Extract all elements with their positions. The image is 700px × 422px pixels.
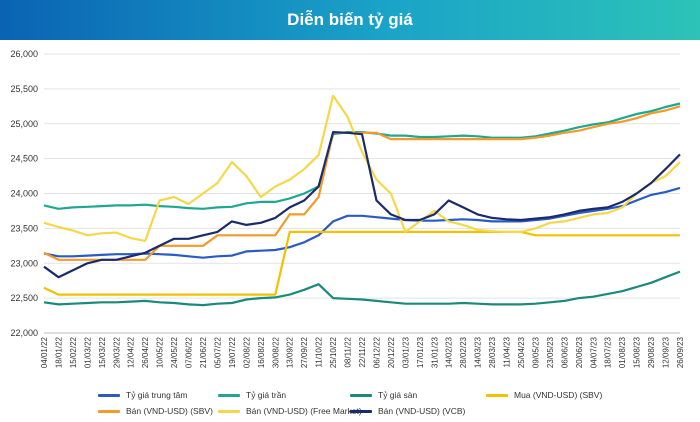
x-tick-label: 27/09/22 [300,336,309,368]
legend-item: Bán (VND-USD) (VCB) [350,406,465,416]
legend-swatch [486,393,508,397]
chart-title: Diễn biến tỷ giá [287,10,413,29]
x-tick-label: 02/08/22 [242,336,251,368]
legend-label: Tỷ giá trung tâm [126,390,188,400]
legend-label: Bán (VND-USD) (VCB) [378,406,466,416]
x-tick-label: 09/05/23 [531,336,540,368]
x-tick-label: 23/05/23 [546,336,555,368]
x-tick-label: 17/01/23 [416,336,425,368]
chart-legend: Tỷ giá trung tâm Tỷ giá trần Tỷ giá sàn Mua… [0,386,700,422]
legend-swatch [98,393,120,397]
x-tick-label: 25/10/22 [329,336,338,368]
x-tick-label: 14/03/23 [474,336,483,368]
x-tick-label: 15/08/23 [633,336,642,368]
y-tick-label: 22,000 [10,328,38,338]
legend-item: Mua (VND-USD) (SBV) [486,390,602,400]
x-tick-label: 20/06/23 [575,336,584,368]
x-tick-label: 26/09/23 [676,336,685,368]
x-tick-label: 03/01/23 [401,336,410,368]
line-chart: 22,000 22,500 23,000 23,500 24,000 24,500 25,0… [10,49,685,368]
legend-label: Tỷ giá sàn [378,390,418,400]
y-tick-label: 24,500 [10,154,38,164]
x-tick-label: 31/01/23 [430,336,439,368]
series-line [43,186,681,259]
legend-label: Bán (VND-USD) (Free Market) [246,406,362,416]
x-tick-label: 01/03/22 [83,336,92,368]
x-tick-label: 26/04/22 [141,336,150,368]
legend-swatch [350,409,372,413]
x-tick-label: 11/10/22 [315,336,324,367]
legend-label: Mua (VND-USD) (SBV) [514,390,603,400]
x-tick-label: 16/08/22 [257,336,266,368]
x-tick-label: 12/04/22 [127,336,136,368]
y-tick-label: 22,500 [10,293,38,303]
legend-swatch [218,393,240,397]
y-tick-label: 25,500 [10,84,38,94]
legend-swatch [218,409,240,413]
x-tick-label: 20/12/22 [387,336,396,368]
x-tick-label: 30/08/22 [271,336,280,368]
x-tick-label: 25/04/23 [517,336,526,368]
y-tick-label: 23,000 [10,258,38,268]
x-tick-label: 29/03/22 [112,336,121,368]
x-tick-label: 28/03/23 [488,336,497,368]
x-tick-label: 12/09/23 [662,336,671,368]
x-tick-label: 10/05/22 [156,336,165,368]
x-tick-label: 01/08/23 [618,336,627,368]
x-tick-label: 15/03/22 [98,336,107,368]
x-tick-label: 08/11/22 [344,336,353,367]
series-line [43,94,681,242]
legend-item: Tỷ giá trần [218,390,286,400]
x-tick-label: 14/02/23 [445,336,454,368]
x-tick-label: 06/06/23 [560,336,569,368]
y-tick-label: 24,000 [10,189,38,199]
legend-label: Bán (VND-USD) (SBV) [126,406,213,416]
x-tick-label: 11/04/23 [503,336,512,367]
series-line [43,130,681,279]
legend-swatch [98,409,120,413]
x-tick-label: 22/11/22 [358,336,367,367]
x-tick-label: 18/01/22 [54,336,63,368]
legend-item: Tỷ giá sàn [350,390,417,400]
x-tick-label: 06/12/22 [372,336,381,368]
x-tick-label: 07/06/22 [185,336,194,368]
chart-title-bar: Diễn biến tỷ giá [0,0,700,40]
y-tick-label: 26,000 [10,49,38,59]
series-line [43,230,680,296]
series-line [43,105,681,261]
x-tick-label: 05/07/22 [213,336,222,368]
series-line [43,270,681,307]
x-tick-label: 18/07/23 [604,336,613,368]
x-tick-label: 24/05/22 [170,336,179,368]
legend-item: Bán (VND-USD) (SBV) [98,406,213,416]
x-tick-label: 19/07/22 [228,336,237,368]
legend-item: Bán (VND-USD) (Free Market) [218,406,362,416]
x-tick-label: 04/07/23 [589,336,598,368]
y-tick-label: 25,000 [10,119,38,129]
x-tick-label: 04/01/22 [40,336,49,368]
x-tick-label: 28/02/23 [459,336,468,368]
y-tick-label: 23,500 [10,223,38,233]
x-tick-label: 15/02/22 [69,336,78,368]
legend-label: Tỷ giá trần [246,390,287,400]
legend-swatch [350,393,372,397]
x-tick-label: 13/09/22 [286,336,295,368]
legend-item: Tỷ giá trung tâm [98,390,187,400]
x-tick-label: 21/06/22 [199,336,208,368]
x-tick-label: 29/08/23 [647,336,656,368]
